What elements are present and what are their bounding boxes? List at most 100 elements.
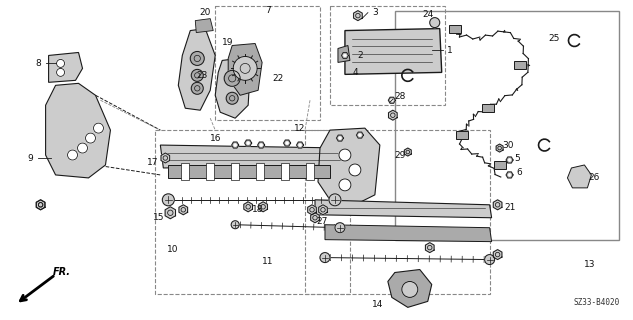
Circle shape (339, 149, 351, 161)
Text: 5: 5 (515, 154, 520, 163)
Polygon shape (318, 128, 380, 205)
Circle shape (234, 144, 237, 147)
Circle shape (344, 54, 346, 57)
Polygon shape (36, 200, 45, 210)
Polygon shape (496, 144, 503, 152)
Polygon shape (245, 140, 252, 146)
Circle shape (191, 82, 203, 94)
Circle shape (299, 144, 301, 147)
Circle shape (226, 92, 238, 104)
Text: 14: 14 (372, 300, 384, 309)
Polygon shape (165, 207, 175, 219)
Circle shape (339, 137, 341, 140)
Polygon shape (296, 142, 304, 148)
Circle shape (260, 144, 263, 147)
Polygon shape (231, 163, 239, 180)
Text: 18: 18 (253, 205, 264, 214)
Polygon shape (179, 28, 215, 110)
Polygon shape (244, 202, 253, 212)
Text: 16: 16 (210, 133, 221, 143)
Polygon shape (46, 83, 110, 178)
Polygon shape (567, 165, 591, 188)
Polygon shape (308, 205, 316, 215)
Polygon shape (494, 161, 506, 169)
Polygon shape (284, 140, 291, 146)
Circle shape (508, 173, 511, 176)
Circle shape (391, 99, 393, 102)
Text: 25: 25 (549, 34, 560, 43)
Polygon shape (506, 172, 513, 178)
Circle shape (320, 252, 330, 262)
Polygon shape (160, 145, 348, 168)
Polygon shape (181, 163, 189, 180)
Circle shape (56, 60, 65, 68)
Text: 20: 20 (199, 8, 211, 17)
Polygon shape (356, 132, 363, 138)
Polygon shape (354, 11, 362, 20)
Polygon shape (179, 205, 187, 215)
Polygon shape (195, 19, 213, 33)
Text: 15: 15 (153, 213, 164, 222)
Polygon shape (325, 225, 492, 242)
Polygon shape (404, 148, 411, 156)
Polygon shape (215, 59, 250, 118)
Polygon shape (256, 163, 264, 180)
Polygon shape (337, 135, 344, 141)
Polygon shape (168, 165, 330, 178)
Text: 7: 7 (265, 6, 271, 15)
Polygon shape (315, 200, 492, 218)
Circle shape (85, 133, 96, 143)
Circle shape (247, 142, 249, 144)
Polygon shape (493, 250, 502, 260)
Polygon shape (449, 25, 461, 33)
Polygon shape (389, 110, 397, 120)
Circle shape (329, 194, 341, 206)
Polygon shape (49, 52, 82, 82)
Polygon shape (228, 44, 262, 95)
Bar (155, 130, 350, 294)
Text: 2: 2 (357, 51, 363, 60)
Text: 24: 24 (422, 10, 434, 19)
Polygon shape (388, 97, 396, 103)
Circle shape (508, 159, 511, 161)
Text: FR.: FR. (53, 268, 71, 277)
Circle shape (94, 123, 103, 133)
Polygon shape (425, 243, 434, 252)
Bar (215, 6, 320, 120)
Text: 10: 10 (166, 245, 178, 254)
Text: 12: 12 (294, 124, 306, 132)
Circle shape (224, 70, 240, 86)
Text: 13: 13 (584, 260, 595, 269)
Text: 30: 30 (502, 140, 513, 149)
Circle shape (56, 68, 65, 76)
Circle shape (335, 223, 345, 233)
Circle shape (285, 142, 289, 144)
Polygon shape (482, 104, 494, 112)
Polygon shape (36, 200, 45, 210)
Text: 27: 27 (316, 217, 328, 226)
Polygon shape (259, 202, 267, 212)
Circle shape (358, 134, 361, 137)
Circle shape (402, 282, 418, 297)
Text: 8: 8 (35, 59, 42, 68)
Text: 26: 26 (589, 173, 600, 182)
Circle shape (162, 194, 174, 206)
Text: 11: 11 (262, 257, 274, 266)
Bar (305, 130, 489, 294)
Circle shape (191, 69, 203, 81)
Polygon shape (206, 163, 214, 180)
Polygon shape (388, 269, 432, 307)
Text: 1: 1 (447, 46, 453, 55)
Text: 19: 19 (222, 38, 234, 47)
Text: 17: 17 (147, 158, 158, 167)
Polygon shape (281, 163, 289, 180)
Polygon shape (161, 153, 170, 163)
Bar (395, 11, 619, 240)
Circle shape (349, 164, 361, 176)
Text: SZ33-B4020: SZ33-B4020 (573, 298, 619, 307)
Polygon shape (341, 52, 348, 59)
Polygon shape (456, 131, 468, 139)
Text: 9: 9 (28, 154, 34, 163)
Circle shape (77, 143, 87, 153)
Polygon shape (318, 205, 327, 215)
